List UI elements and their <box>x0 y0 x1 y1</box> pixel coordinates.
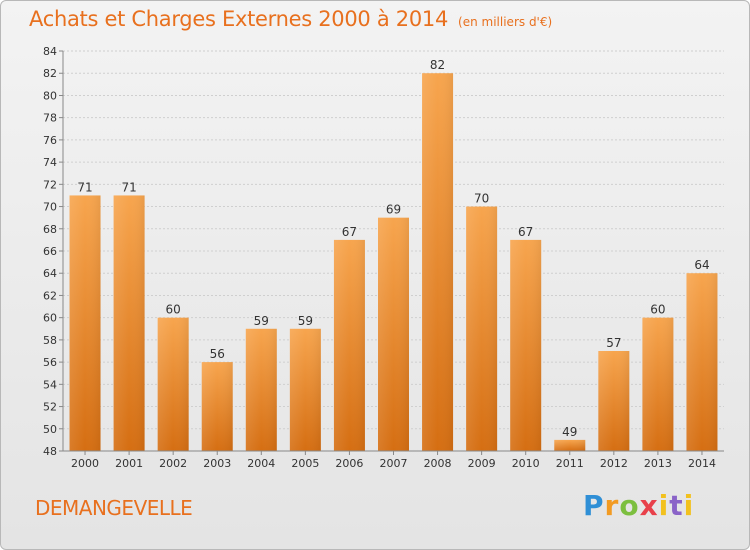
data-label-2014: 64 <box>694 258 709 272</box>
y-tick-label: 76 <box>43 134 57 147</box>
x-tick-label-2008: 2008 <box>424 457 452 470</box>
bar-2000[interactable] <box>69 195 101 451</box>
y-tick-label: 54 <box>43 378 57 391</box>
x-tick-label-2003: 2003 <box>203 457 231 470</box>
data-label-2000: 71 <box>77 180 92 194</box>
data-label-2009: 70 <box>474 192 489 206</box>
bar-2004[interactable] <box>245 328 277 451</box>
bar-2001[interactable] <box>113 195 145 451</box>
x-tick-label-2002: 2002 <box>159 457 187 470</box>
bar-2007[interactable] <box>378 217 409 451</box>
bar-2014[interactable] <box>686 273 718 451</box>
bar-2009[interactable] <box>466 206 498 451</box>
data-label-2008: 82 <box>430 58 445 72</box>
y-tick-label: 56 <box>43 356 57 369</box>
y-tick-label: 70 <box>43 201 57 214</box>
proxiti-logo[interactable]: Proxiti <box>583 489 695 522</box>
data-label-2011: 49 <box>562 425 577 439</box>
data-label-2002: 60 <box>166 303 181 317</box>
axis-layer: 48 50 52 54 56 58 60 62 64 66 68 70 72 74 76 78 80 82 84 20… <box>43 45 724 470</box>
chart-subtitle: (en milliers d'€) <box>458 15 553 29</box>
place-name: DEMANGEVELLE <box>35 496 193 520</box>
x-tick-label-2010: 2010 <box>512 457 540 470</box>
data-label-2006: 67 <box>342 225 357 239</box>
bar-2008[interactable] <box>422 73 454 451</box>
x-tick-label-2012: 2012 <box>600 457 628 470</box>
y-tick-label: 72 <box>43 178 57 191</box>
y-tick-label: 48 <box>43 445 57 458</box>
data-label-2010: 67 <box>518 225 533 239</box>
bar-2002[interactable] <box>157 317 189 451</box>
x-tick-label-2001: 2001 <box>115 457 143 470</box>
data-label-2013: 60 <box>650 303 665 317</box>
bar-2013[interactable] <box>642 317 674 451</box>
y-tick-label: 78 <box>43 112 57 125</box>
bar-2003[interactable] <box>201 362 233 451</box>
x-tick-label-2004: 2004 <box>247 457 275 470</box>
x-tick-label-2000: 2000 <box>71 457 99 470</box>
y-tick-label: 66 <box>43 245 57 258</box>
chart-title: Achats et Charges Externes 2000 à 2014 (e… <box>29 7 552 31</box>
x-tick-label-2006: 2006 <box>335 457 363 470</box>
data-label-2003: 56 <box>210 347 225 361</box>
data-label-2012: 57 <box>606 336 621 350</box>
x-tick-label-2011: 2011 <box>556 457 584 470</box>
bar-2010[interactable] <box>510 239 542 451</box>
y-tick-label: 58 <box>43 334 57 347</box>
data-label-2001: 71 <box>121 180 136 194</box>
data-label-2007: 69 <box>386 203 401 217</box>
y-tick-label: 50 <box>43 423 57 436</box>
y-tick-label: 82 <box>43 67 57 80</box>
y-tick-label: 62 <box>43 289 57 302</box>
data-label-2005: 59 <box>298 314 313 328</box>
x-tick-label-2014: 2014 <box>688 457 716 470</box>
y-tick-label: 64 <box>43 267 57 280</box>
title-text: Achats et Charges Externes 2000 à 2014 <box>29 7 449 31</box>
y-tick-label: 52 <box>43 401 57 414</box>
y-tick-label: 60 <box>43 312 57 325</box>
x-tick-label-2007: 2007 <box>380 457 408 470</box>
data-label-2004: 59 <box>254 314 269 328</box>
bar-2006[interactable] <box>333 239 365 451</box>
x-tick-label-2009: 2009 <box>468 457 496 470</box>
x-tick-label-2013: 2013 <box>644 457 672 470</box>
y-tick-label: 74 <box>43 156 57 169</box>
y-tick-label: 84 <box>43 45 57 58</box>
y-tick-label: 68 <box>43 223 57 236</box>
bar-layer: 71 71 60 56 59 59 67 69 82 70 67 49 57 60 64 <box>69 58 718 451</box>
bar-2005[interactable] <box>289 328 321 451</box>
bar-2011[interactable] <box>554 439 586 451</box>
x-tick-label-2005: 2005 <box>291 457 319 470</box>
y-tick-label: 80 <box>43 89 57 102</box>
bar-2012[interactable] <box>598 351 630 451</box>
